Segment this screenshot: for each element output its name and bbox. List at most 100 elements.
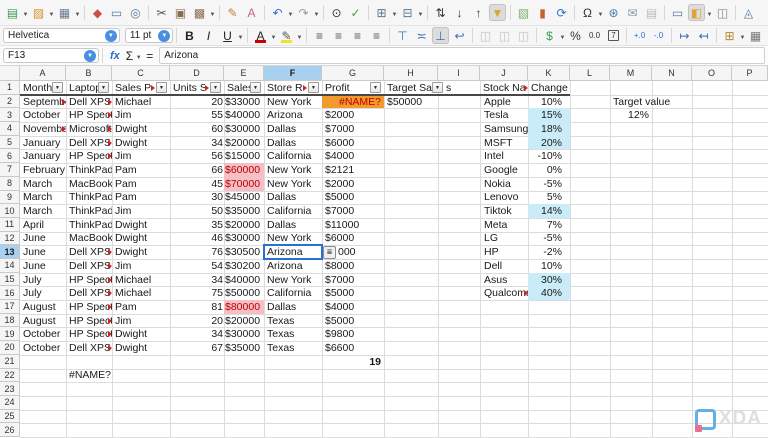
autofilter-button-H[interactable]: ▼ — [431, 82, 443, 94]
cell-A7[interactable]: February — [23, 163, 66, 176]
chevron-down-icon[interactable]: ▼ — [597, 11, 604, 18]
cell-B20[interactable]: Dell XPS — [69, 341, 112, 354]
cell-J8[interactable]: Nokia — [484, 177, 511, 190]
cell-D2[interactable]: 20 — [211, 95, 223, 108]
cell-F12[interactable]: New York — [267, 232, 312, 245]
column-header-K[interactable]: K — [528, 66, 570, 81]
cell-C8[interactable]: Pam — [115, 177, 137, 190]
cell-G17[interactable]: $4000 — [325, 300, 355, 313]
cell-B16[interactable]: Dell XPS — [69, 287, 112, 300]
cell-F11[interactable]: Dallas — [267, 218, 297, 231]
cell-B14[interactable]: Dell XPS — [69, 259, 112, 272]
align-top-button[interactable]: ⊤ — [397, 28, 408, 43]
cell-B6[interactable]: HP Spectr — [69, 150, 112, 163]
formula-input-line[interactable] — [159, 47, 765, 64]
function-wizard-icon[interactable]: fx — [110, 49, 120, 62]
column-header-label-J[interactable]: Stock Na — [480, 81, 528, 95]
unmerge-cells-button[interactable]: ◫ — [517, 28, 530, 43]
row-header-16[interactable]: 16 — [0, 286, 20, 301]
row-header-19[interactable]: 19 — [0, 327, 20, 342]
cell-D11[interactable]: 35 — [211, 218, 223, 231]
cell-A20[interactable]: October — [23, 341, 61, 354]
cell-K10[interactable]: 14% — [528, 204, 570, 218]
cell-C6[interactable]: Jim — [115, 150, 132, 163]
cell-E11[interactable]: $20000 — [225, 218, 261, 231]
cell-E19[interactable]: $30000 — [225, 328, 261, 341]
row-header-9[interactable]: 9 — [0, 190, 20, 205]
cell-D8[interactable]: 45 — [211, 177, 223, 190]
row-header-24[interactable]: 24 — [0, 395, 20, 410]
row-header-12[interactable]: 12 — [0, 231, 20, 246]
cell-K5[interactable]: 20% — [528, 135, 570, 150]
cell-E20[interactable]: $35000 — [225, 341, 261, 354]
cell-B3[interactable]: HP Spectr — [69, 109, 112, 122]
cell-K6[interactable]: -10% — [537, 150, 562, 163]
cell-K12[interactable]: -5% — [543, 232, 562, 245]
cell-J2[interactable]: Apple — [484, 95, 511, 108]
chevron-down-icon[interactable]: ▼ — [706, 11, 713, 18]
cell-D18[interactable]: 20 — [211, 314, 223, 327]
cell-E5[interactable]: $20000 — [225, 136, 261, 149]
cell-A2[interactable]: September — [23, 95, 66, 108]
cell-A15[interactable]: July — [23, 273, 42, 286]
print-button[interactable]: ▭ — [110, 5, 123, 20]
autofilter-button-D[interactable]: ▼ — [210, 82, 221, 94]
column-header-C[interactable]: C — [112, 66, 170, 81]
cell-M2[interactable]: Target value — [613, 95, 671, 108]
cell-D10[interactable]: 50 — [211, 205, 223, 218]
wrap-text-button[interactable]: ↩ — [454, 28, 465, 43]
cell-A11[interactable]: April — [23, 218, 45, 231]
insert-row-button[interactable]: ⊞ — [376, 5, 387, 20]
cell-J10[interactable]: Tiktok — [484, 205, 512, 218]
column-filter-header-C[interactable]: Sales Per ▼ — [112, 81, 170, 95]
cell-G9[interactable]: $5000 — [325, 191, 355, 204]
cell-G10[interactable]: $7000 — [325, 205, 355, 218]
cell-F4[interactable]: Dallas — [267, 122, 297, 135]
cell-D7[interactable]: 66 — [211, 163, 223, 176]
row-header-21[interactable]: 21 — [0, 354, 20, 369]
select-all-corner[interactable] — [0, 66, 20, 81]
cell-A12[interactable]: June — [23, 232, 46, 245]
cell-F18[interactable]: Texas — [267, 314, 295, 327]
chevron-down-icon[interactable]: ▼ — [391, 11, 398, 18]
row-header-23[interactable]: 23 — [0, 382, 20, 396]
cell-F15[interactable]: New York — [267, 273, 312, 286]
format-date-button[interactable]: 7 — [605, 27, 622, 44]
font-name-select[interactable]: ▼ — [3, 28, 120, 43]
chevron-down-icon[interactable]: ▼ — [135, 54, 142, 61]
row-header-22[interactable]: 22 — [0, 368, 20, 383]
cell-D3[interactable]: 55 — [211, 109, 223, 122]
chevron-down-icon[interactable]: ▼ — [84, 49, 96, 62]
add-decimal-button[interactable]: +.0 — [633, 31, 646, 40]
cut-button[interactable]: ✂ — [156, 5, 167, 20]
row-header-6[interactable]: 6 — [0, 149, 20, 164]
cell-C15[interactable]: Michael — [115, 273, 152, 286]
sum-icon[interactable]: Σ — [125, 48, 134, 63]
cell-B15[interactable]: HP Spectr — [69, 273, 112, 286]
cell-A13[interactable]: June — [23, 246, 46, 259]
row-header-14[interactable]: 14 — [0, 259, 20, 273]
cell-F10[interactable]: California — [267, 205, 312, 218]
format-currency-button[interactable]: $ — [546, 28, 553, 43]
font-name-input[interactable] — [8, 30, 103, 41]
column-header-D[interactable]: D — [170, 66, 224, 81]
font-size-input[interactable] — [129, 30, 157, 41]
cell-G3[interactable]: $2000 — [325, 109, 355, 122]
clear-formatting-button[interactable]: A — [247, 5, 256, 20]
column-header-G[interactable]: G — [322, 66, 384, 81]
cell-J4[interactable]: Samsung — [484, 122, 528, 135]
cell-A10[interactable]: March — [23, 205, 53, 218]
print-area-button[interactable]: ▭ — [671, 5, 684, 20]
cell-F3[interactable]: Arizona — [267, 109, 303, 122]
print-preview-button[interactable]: ◎ — [130, 5, 141, 20]
align-right-button[interactable]: ≡ — [353, 28, 361, 43]
cell-G5[interactable]: $6000 — [325, 136, 355, 149]
name-box[interactable]: ▼ — [3, 48, 99, 63]
sort-ascending-button[interactable]: ↓ — [456, 5, 463, 20]
column-header-E[interactable]: E — [224, 66, 264, 81]
column-header-L[interactable]: L — [570, 66, 610, 81]
cell-G7[interactable]: $2121 — [325, 163, 355, 176]
cell-K4[interactable]: 18% — [528, 122, 570, 136]
autofilter-button-B[interactable]: ▼ — [98, 82, 109, 94]
row-header-20[interactable]: 20 — [0, 341, 20, 355]
